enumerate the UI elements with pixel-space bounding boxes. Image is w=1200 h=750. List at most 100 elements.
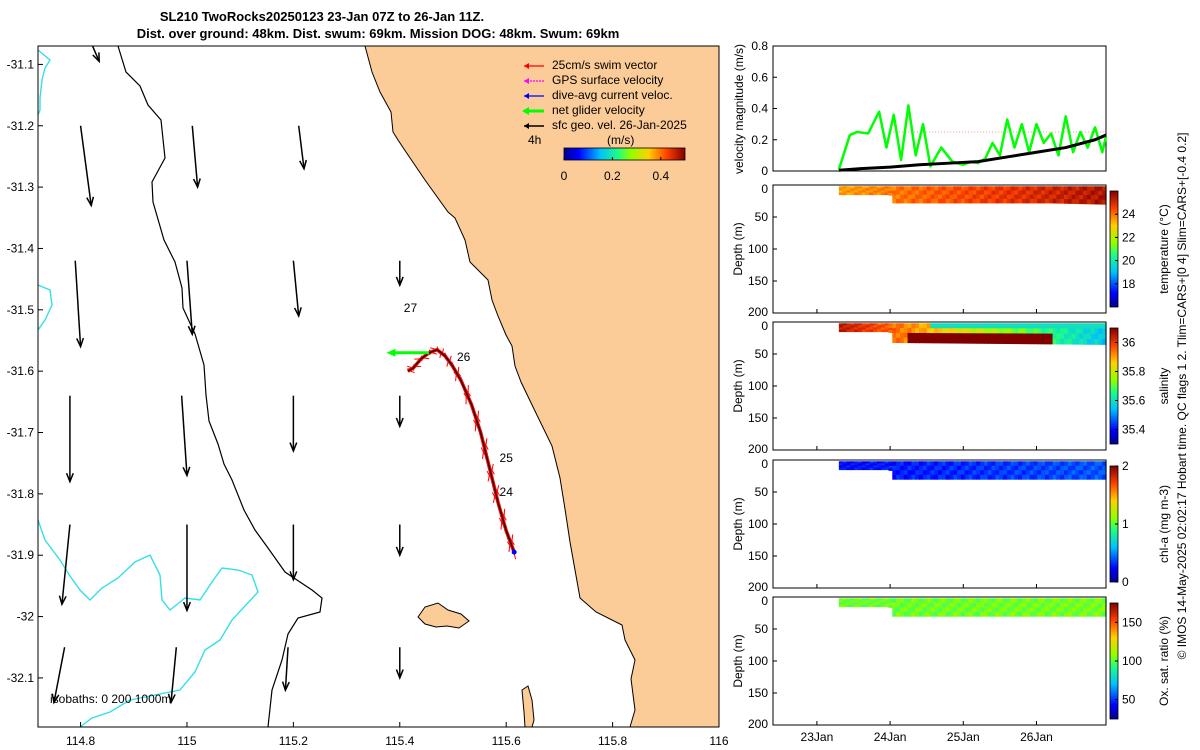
section-cell	[907, 323, 912, 329]
section-cell	[857, 323, 863, 326]
section-cell	[995, 333, 1000, 339]
geo-arrow	[186, 260, 196, 337]
section-cell	[930, 611, 935, 617]
section-cell	[861, 467, 867, 471]
section-cell	[1033, 598, 1038, 604]
section-cell	[903, 611, 909, 617]
section-cell	[846, 604, 851, 608]
section-cell	[915, 607, 920, 613]
section-cell	[877, 327, 882, 331]
section-cell	[1075, 607, 1080, 613]
map-y-tick-label: -32	[17, 610, 35, 624]
section-cell	[922, 611, 928, 617]
section-cell	[957, 333, 962, 339]
section-cell	[960, 338, 966, 344]
section-cell	[945, 465, 951, 471]
section-cell	[1083, 190, 1088, 196]
section-y-tick-label: 200	[748, 717, 768, 731]
section-cell	[1094, 190, 1099, 196]
section-cell	[999, 198, 1004, 204]
section-cell	[850, 323, 855, 326]
section-cell	[926, 198, 932, 204]
section-cell	[1071, 328, 1077, 335]
section-cell	[903, 328, 909, 334]
section-cell	[907, 461, 912, 467]
section-cell	[976, 470, 981, 476]
section-cell	[1071, 190, 1077, 196]
section-y-tick-label: 50	[755, 485, 769, 499]
section-cell	[1029, 194, 1035, 200]
section-cell	[888, 190, 893, 194]
section-cell	[949, 607, 954, 613]
section-cell	[1056, 607, 1061, 613]
section-cell	[865, 188, 870, 191]
section-cell	[1041, 338, 1046, 345]
section-cell	[1041, 474, 1046, 480]
section-cell	[1086, 465, 1092, 471]
section-cell	[1071, 338, 1077, 345]
section-cell	[1025, 465, 1031, 471]
section-cell	[857, 329, 863, 333]
section-cell	[865, 192, 870, 196]
geo-arrow-shaft	[74, 260, 82, 347]
section-cell	[865, 325, 870, 328]
section-cell	[1006, 611, 1012, 617]
section-cell	[1064, 598, 1069, 604]
section-y-tick-label: 100	[748, 379, 768, 393]
section-cell	[930, 198, 935, 204]
section-cell	[846, 600, 851, 603]
geo-arrow-head	[167, 693, 176, 705]
isobath-0m	[117, 46, 323, 727]
section-cell	[938, 337, 943, 344]
section-cell	[903, 332, 909, 339]
section-cell	[1079, 199, 1084, 205]
section-cell	[1060, 328, 1065, 335]
section-cell	[888, 325, 893, 329]
section-cell	[850, 461, 855, 464]
geo-arrow-head	[281, 681, 290, 693]
section-x-tick-label: 25Jan	[947, 730, 980, 744]
section-cell	[915, 470, 920, 476]
geo-arrow-shaft	[61, 524, 71, 605]
section-cell	[915, 611, 920, 617]
section-cell	[1052, 470, 1057, 476]
section-cell	[1090, 186, 1096, 192]
section-ylabel: Depth (m)	[731, 634, 745, 687]
section-cell	[957, 465, 962, 471]
section-cell	[976, 333, 981, 339]
section-cell	[1067, 328, 1073, 335]
section-cell	[1071, 607, 1077, 613]
section-cell	[903, 323, 909, 329]
section-cell	[865, 323, 870, 326]
section-cell	[1052, 338, 1057, 345]
section-cell	[1037, 602, 1042, 608]
section-cell	[1098, 465, 1103, 471]
section-cell	[1010, 598, 1016, 604]
section-cell	[1018, 338, 1023, 345]
section-cell	[892, 328, 897, 334]
title-line-1: SL210 TwoRocks20250123 23-Jan 07Z to 26-…	[160, 9, 484, 24]
section-cell	[1010, 190, 1016, 196]
section-cell	[930, 328, 935, 334]
section-cell	[1079, 328, 1084, 335]
section-cell	[953, 598, 958, 604]
geo-arrow	[65, 395, 74, 484]
section-cell	[930, 190, 935, 196]
section-cell	[1006, 198, 1012, 204]
section-cell	[884, 600, 890, 603]
section-cell	[1010, 611, 1016, 617]
section-cell	[995, 194, 1000, 200]
section-colorbar-tick-label: 0	[1122, 575, 1129, 589]
section-cell	[953, 602, 958, 608]
section-cell	[964, 194, 970, 200]
section-cell	[1033, 333, 1038, 340]
section-cell	[949, 602, 954, 608]
section-cell	[964, 328, 970, 334]
section-cell	[865, 186, 870, 189]
section-cell	[899, 607, 905, 613]
section-cell	[1102, 474, 1107, 480]
section-cell	[865, 327, 870, 331]
section-cell	[869, 323, 874, 326]
geo-arrow-head	[187, 325, 196, 337]
section-cell	[1006, 602, 1012, 608]
